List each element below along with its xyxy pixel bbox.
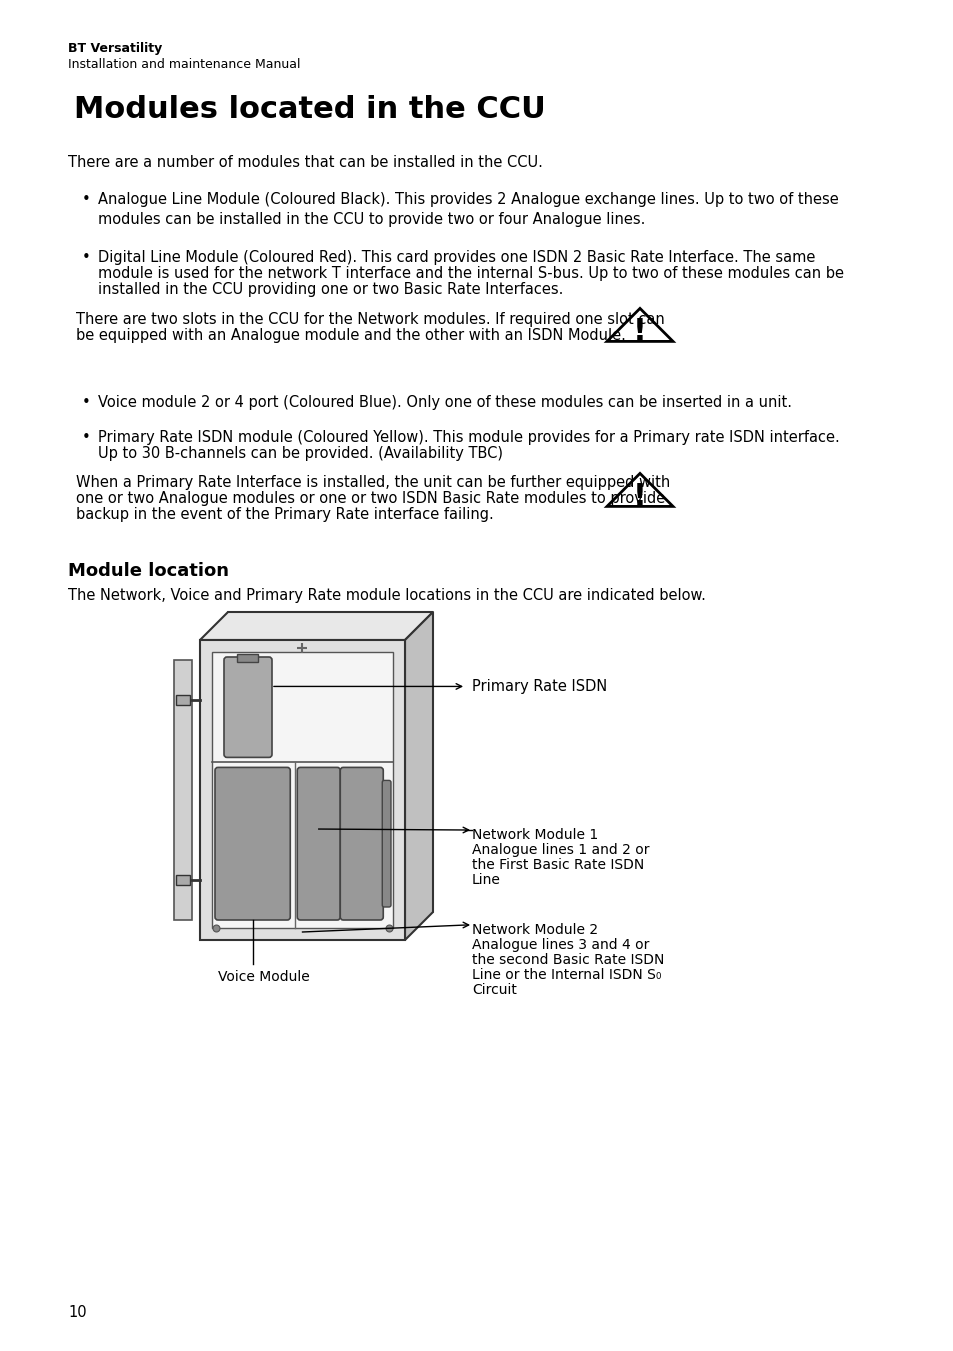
Text: Network Module 2: Network Module 2: [472, 923, 598, 938]
Text: Voice Module: Voice Module: [217, 970, 309, 984]
Text: Primary Rate ISDN module (Coloured Yellow). This module provides for a Primary r: Primary Rate ISDN module (Coloured Yello…: [98, 430, 839, 444]
FancyBboxPatch shape: [340, 767, 383, 920]
Text: Line: Line: [472, 873, 500, 888]
Bar: [212, 653, 393, 928]
Text: BT Versatility: BT Versatility: [68, 42, 162, 55]
Text: Installation and maintenance Manual: Installation and maintenance Manual: [68, 58, 300, 72]
FancyBboxPatch shape: [382, 781, 391, 907]
Text: module is used for the network T interface and the internal S-bus. Up to two of : module is used for the network T interfa…: [98, 266, 843, 281]
Text: Analogue lines 3 and 4 or: Analogue lines 3 and 4 or: [472, 938, 649, 952]
Text: Circuit: Circuit: [472, 984, 517, 997]
Text: !: !: [633, 482, 646, 511]
Text: When a Primary Rate Interface is installed, the unit can be further equipped wit: When a Primary Rate Interface is install…: [76, 476, 670, 490]
Text: •: •: [82, 430, 91, 444]
Text: Line or the Internal ISDN S₀: Line or the Internal ISDN S₀: [472, 969, 660, 982]
Polygon shape: [200, 612, 433, 640]
Text: installed in the CCU providing one or two Basic Rate Interfaces.: installed in the CCU providing one or tw…: [98, 282, 563, 297]
FancyBboxPatch shape: [297, 767, 340, 920]
Text: the second Basic Rate ISDN: the second Basic Rate ISDN: [472, 952, 663, 967]
Bar: [175, 875, 190, 885]
Text: •: •: [82, 192, 91, 207]
Text: •: •: [82, 394, 91, 409]
FancyBboxPatch shape: [224, 657, 272, 758]
Bar: [200, 640, 405, 940]
Text: Digital Line Module (Coloured Red). This card provides one ISDN 2 Basic Rate Int: Digital Line Module (Coloured Red). This…: [98, 250, 815, 265]
Text: one or two Analogue modules or one or two ISDN Basic Rate modules to provide: one or two Analogue modules or one or tw…: [76, 490, 664, 507]
Text: be equipped with an Analogue module and the other with an ISDN Module.: be equipped with an Analogue module and …: [76, 328, 625, 343]
Text: Voice module 2 or 4 port (Coloured Blue). Only one of these modules can be inser: Voice module 2 or 4 port (Coloured Blue)…: [98, 394, 791, 409]
Text: There are two slots in the CCU for the Network modules. If required one slot can: There are two slots in the CCU for the N…: [76, 312, 664, 327]
Text: •: •: [82, 250, 91, 265]
Text: backup in the event of the Primary Rate interface failing.: backup in the event of the Primary Rate …: [76, 507, 494, 521]
FancyBboxPatch shape: [214, 767, 290, 920]
Text: The Network, Voice and Primary Rate module locations in the CCU are indicated be: The Network, Voice and Primary Rate modu…: [68, 588, 705, 603]
Text: Up to 30 B-channels can be provided. (Availability TBC): Up to 30 B-channels can be provided. (Av…: [98, 446, 502, 461]
Polygon shape: [405, 612, 433, 940]
Polygon shape: [228, 612, 433, 912]
Text: Analogue Line Module (Coloured Black). This provides 2 Analogue exchange lines. : Analogue Line Module (Coloured Black). T…: [98, 192, 838, 227]
Text: Module location: Module location: [68, 562, 229, 580]
Text: !: !: [633, 317, 646, 346]
Text: There are a number of modules that can be installed in the CCU.: There are a number of modules that can b…: [68, 155, 542, 170]
Bar: [173, 661, 192, 920]
Text: Modules located in the CCU: Modules located in the CCU: [74, 95, 545, 124]
Bar: [236, 654, 257, 662]
Bar: [175, 694, 190, 705]
Text: Network Module 1: Network Module 1: [472, 828, 598, 842]
Text: Primary Rate ISDN: Primary Rate ISDN: [472, 680, 607, 694]
Text: the First Basic Rate ISDN: the First Basic Rate ISDN: [472, 858, 643, 871]
Text: Analogue lines 1 and 2 or: Analogue lines 1 and 2 or: [472, 843, 649, 857]
Text: 10: 10: [68, 1305, 87, 1320]
